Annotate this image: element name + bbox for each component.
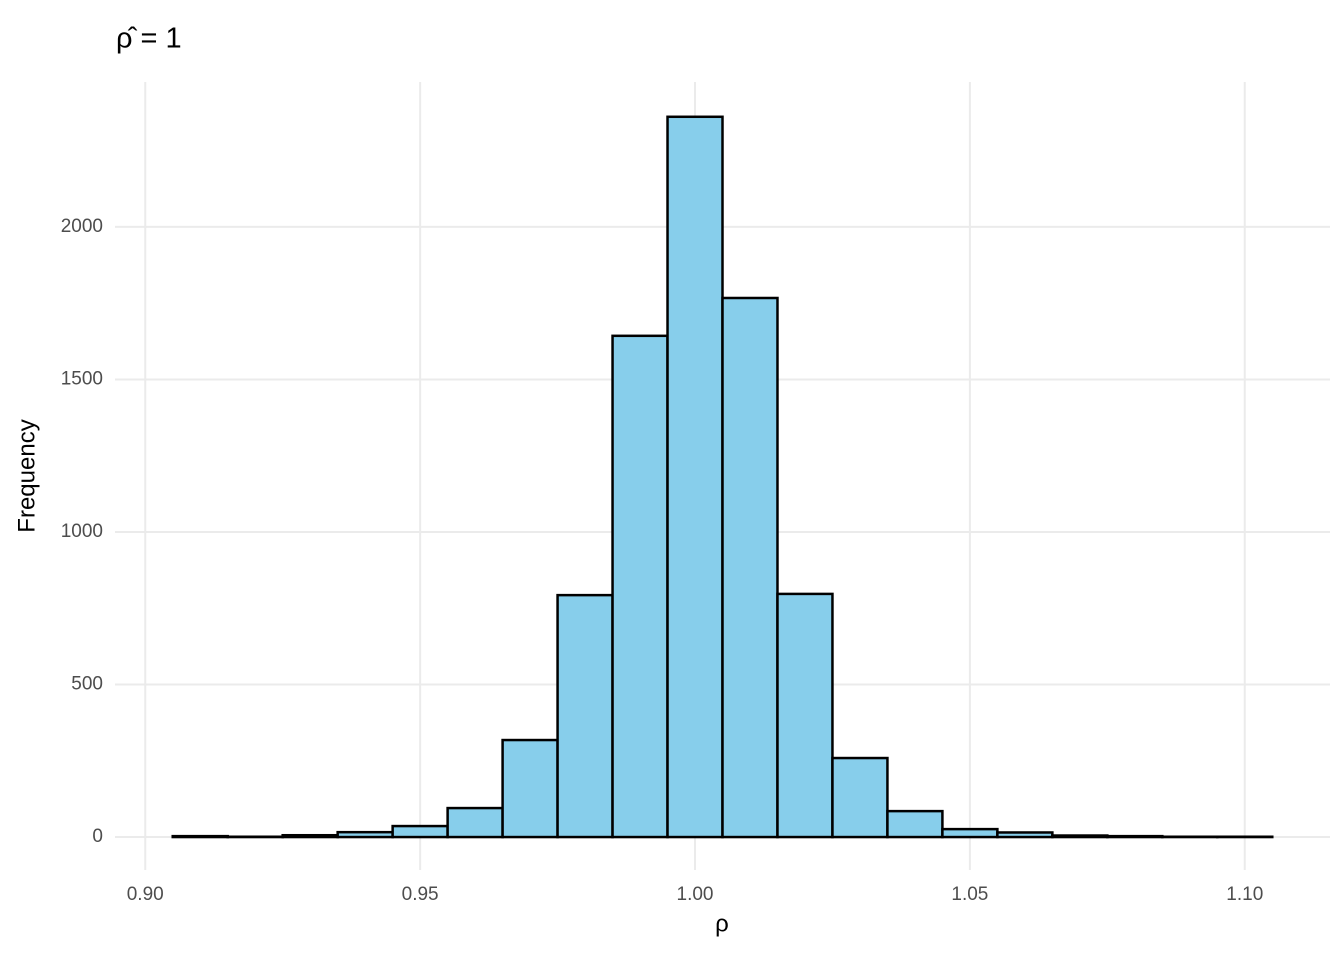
bar — [556, 593, 614, 839]
bar — [446, 806, 504, 839]
x-axis-title: ρ — [715, 910, 729, 937]
chart-title: ρ̂ = 1 — [116, 23, 182, 55]
bar — [941, 827, 999, 839]
bar — [776, 592, 834, 839]
bar — [1106, 834, 1164, 839]
x-tick-label: 1.10 — [1226, 884, 1263, 905]
bar — [1051, 834, 1109, 839]
bar — [336, 830, 394, 839]
bar — [501, 738, 559, 839]
bar — [391, 824, 449, 839]
bar — [886, 809, 944, 839]
bar — [171, 834, 229, 839]
y-tick-label: 1500 — [61, 368, 103, 389]
y-tick-label: 500 — [71, 674, 103, 695]
bar — [721, 296, 779, 839]
bar — [611, 334, 669, 839]
y-tick-label: 0 — [92, 826, 103, 847]
bar — [831, 756, 889, 839]
x-tick-label: 1.00 — [677, 884, 714, 905]
y-axis-title: Frequency — [13, 419, 40, 532]
y-tick-label: 1000 — [61, 521, 103, 542]
bar — [281, 833, 339, 839]
x-tick-label: 0.90 — [127, 884, 164, 905]
x-tick-label: 1.05 — [951, 884, 988, 905]
y-tick-label: 2000 — [61, 216, 103, 237]
x-tick-label: 0.95 — [402, 884, 439, 905]
bar — [996, 831, 1054, 839]
bar — [666, 115, 724, 839]
